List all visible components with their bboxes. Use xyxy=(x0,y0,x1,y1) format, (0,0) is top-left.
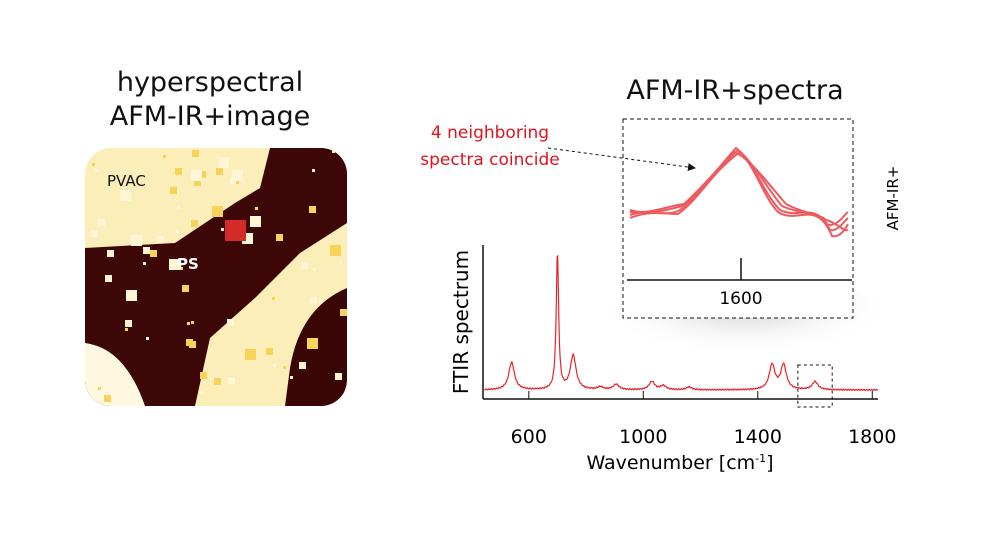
image-speckle xyxy=(176,230,179,233)
image-speckle xyxy=(104,395,111,402)
image-speckle xyxy=(163,155,166,158)
image-speckle xyxy=(319,300,322,303)
image-speckle xyxy=(214,378,221,385)
image-speckle xyxy=(200,391,203,394)
image-speckle xyxy=(218,157,229,168)
x-tick-label: 1000 xyxy=(619,426,667,448)
image-speckle xyxy=(283,366,286,369)
image-speckle xyxy=(312,169,315,172)
inset-side-label: AFM-IR+ xyxy=(884,166,902,231)
y-axis-label: FTIR spectrum xyxy=(449,250,473,394)
label-pvac: PVAC xyxy=(107,172,146,190)
image-speckle xyxy=(276,234,283,241)
image-speckle xyxy=(150,250,157,257)
image-speckle xyxy=(212,206,223,217)
image-speckle xyxy=(98,219,105,226)
afm-ir-image: PVAC PS xyxy=(85,148,347,406)
image-speckle xyxy=(330,245,341,256)
image-speckle xyxy=(228,377,235,384)
x-tick-label: 1400 xyxy=(734,426,782,448)
x-axis-label: Wavenumber [cm-1] xyxy=(586,452,773,474)
image-speckle xyxy=(143,262,146,265)
image-speckle xyxy=(255,207,258,210)
x-tick-label: 1800 xyxy=(848,426,896,448)
image-speckle xyxy=(340,309,347,316)
image-speckle xyxy=(272,297,275,300)
image-speckle xyxy=(191,321,194,324)
image-speckle xyxy=(131,235,142,246)
inset-tick-label: 1600 xyxy=(719,289,762,309)
inset-spectra xyxy=(629,146,849,238)
image-speckle xyxy=(301,262,308,269)
image-speckle xyxy=(182,285,189,292)
annotation-arrow xyxy=(547,147,696,172)
image-speckle xyxy=(91,230,98,237)
image-speckle xyxy=(299,362,306,369)
image-speckle xyxy=(236,181,239,184)
image-speckle xyxy=(194,179,201,186)
image-speckle xyxy=(157,236,164,243)
image-speckle xyxy=(335,373,342,380)
image-speckle xyxy=(273,364,276,367)
image-speckle xyxy=(199,171,206,178)
image-speckle xyxy=(200,372,207,379)
image-speckle xyxy=(105,275,112,282)
image-speckle xyxy=(170,187,177,194)
image-speckle xyxy=(310,297,317,304)
image-speckle xyxy=(266,348,273,355)
image-speckle xyxy=(125,320,132,327)
image-speckle xyxy=(232,170,243,181)
image-speckle xyxy=(192,150,199,157)
image-speckle xyxy=(250,216,261,227)
image-speckle xyxy=(186,339,193,346)
image-speckle xyxy=(309,206,316,213)
image-speckle xyxy=(146,337,149,340)
image-title-line1: hyperspectral xyxy=(116,67,304,98)
image-speckle xyxy=(245,349,256,360)
image-speckle xyxy=(191,170,202,181)
image-title-line2: AFM-IR+image xyxy=(109,101,311,132)
spectra-title: AFM-IR+spectra xyxy=(626,75,844,106)
image-speckle xyxy=(143,247,150,254)
image-speckle xyxy=(126,290,137,301)
image-speckle xyxy=(98,387,101,390)
inset-box xyxy=(622,118,854,319)
image-speckle xyxy=(107,250,114,257)
annotation-line2: spectra coincide xyxy=(420,150,560,170)
image-speckle xyxy=(191,220,198,227)
image-speckle xyxy=(187,322,190,325)
image-speckle xyxy=(339,261,342,264)
image-speckle xyxy=(180,267,183,270)
image-speckle xyxy=(307,338,318,349)
image-speckle xyxy=(95,169,98,172)
image-speckle xyxy=(227,319,234,326)
image-speckle xyxy=(169,259,180,270)
image-speckle xyxy=(221,228,224,231)
image-speckle xyxy=(332,150,335,153)
image-speckle xyxy=(290,376,293,379)
selected-pixel-marker xyxy=(225,220,246,241)
x-tick-label: 600 xyxy=(511,426,547,448)
annotation-line1: 4 neighboring xyxy=(430,123,550,143)
image-speckle xyxy=(242,233,253,244)
image-speckle xyxy=(177,206,180,209)
image-speckle xyxy=(120,190,131,201)
image-speckle xyxy=(92,163,95,166)
image-title: hyperspectral AFM-IR+image xyxy=(80,66,340,134)
image-speckle xyxy=(125,328,128,331)
image-speckle xyxy=(175,168,182,175)
ftir-spectrum-line xyxy=(484,254,879,392)
label-ps: PS xyxy=(177,255,199,273)
annotation-text: 4 neighboring spectra coincide xyxy=(405,120,575,174)
image-speckle xyxy=(216,168,223,175)
highlight-box xyxy=(797,364,833,408)
image-speckle xyxy=(313,268,316,271)
